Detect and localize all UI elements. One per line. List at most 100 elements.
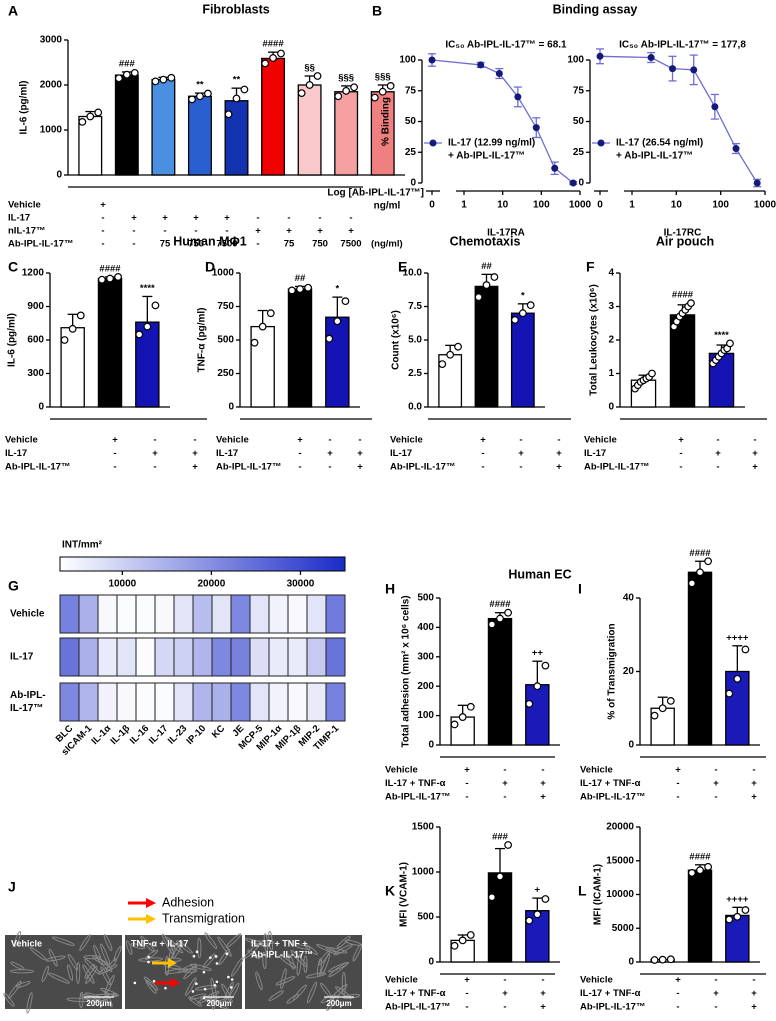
condition-mark: - bbox=[113, 448, 116, 459]
data-point bbox=[458, 936, 467, 945]
data-point bbox=[690, 66, 698, 74]
cell bbox=[251, 940, 275, 945]
heatmap-cell bbox=[325, 682, 346, 722]
legend-marker bbox=[597, 139, 605, 147]
data-point bbox=[159, 75, 168, 84]
condition-mark: - bbox=[225, 226, 228, 237]
condition-label: Vehicle bbox=[385, 975, 418, 986]
significance-label: §§ bbox=[304, 63, 315, 74]
cell bbox=[218, 948, 230, 965]
cell bbox=[296, 953, 302, 976]
legend-label: IL-17 (12.99 ng/ml) bbox=[448, 138, 535, 149]
data-point bbox=[304, 283, 313, 292]
data-point bbox=[466, 931, 475, 939]
y-tick-label: 0 bbox=[228, 402, 234, 413]
cell bbox=[144, 949, 159, 960]
y-tick-label: 500 bbox=[217, 335, 234, 346]
cell bbox=[288, 954, 295, 970]
condition-mark: - bbox=[714, 1002, 717, 1013]
y-tick-label: 2 bbox=[608, 335, 614, 346]
condition-mark: + bbox=[192, 448, 198, 459]
adherent-cell bbox=[164, 986, 167, 990]
condition-mark: - bbox=[465, 778, 468, 789]
cell bbox=[83, 955, 101, 960]
adherent-cell bbox=[192, 954, 196, 958]
condition-mark: - bbox=[318, 213, 321, 224]
data-point bbox=[504, 608, 513, 617]
significance-label: ### bbox=[492, 832, 509, 843]
heatmap-cell bbox=[116, 682, 137, 722]
heatmap-cell bbox=[249, 594, 270, 634]
heatmap-cell bbox=[211, 637, 232, 677]
data-point bbox=[269, 54, 277, 62]
y-tick-label: 400 bbox=[417, 622, 434, 633]
data-point bbox=[514, 93, 522, 101]
data-point bbox=[297, 89, 306, 97]
cell bbox=[66, 997, 91, 1003]
condition-mark: - bbox=[716, 462, 719, 473]
condition-label: Vehicle bbox=[8, 200, 41, 211]
condition-mark: - bbox=[679, 462, 682, 473]
colorbar-label: INT/mm² bbox=[62, 540, 103, 551]
y-axis-label: Count (x10⁶) bbox=[391, 310, 402, 370]
heatmap-cell bbox=[230, 682, 251, 722]
y-tick-label: 900 bbox=[27, 301, 44, 312]
condition-mark: + bbox=[502, 988, 508, 999]
condition-mark: - bbox=[752, 765, 755, 776]
condition-mark: + bbox=[317, 226, 323, 237]
heatmap-cell bbox=[135, 637, 156, 677]
heatmap-cell bbox=[306, 594, 327, 634]
bar bbox=[97, 277, 123, 408]
cell bbox=[304, 944, 318, 955]
adherent-cell bbox=[215, 962, 219, 965]
significance-label: #### bbox=[489, 599, 511, 610]
data-point bbox=[325, 334, 334, 343]
x-tick-label: 10 bbox=[497, 200, 509, 211]
heatmap-cell bbox=[249, 637, 270, 677]
cell bbox=[67, 953, 79, 971]
heatmap-cell bbox=[192, 594, 213, 634]
cell bbox=[293, 984, 307, 1001]
y-tick-label: 3000 bbox=[40, 35, 63, 46]
data-point bbox=[496, 614, 504, 623]
condition-mark: - bbox=[557, 435, 560, 446]
heatmap-cell bbox=[59, 594, 80, 634]
data-point bbox=[130, 68, 139, 77]
data-point bbox=[650, 711, 659, 720]
condition-mark: - bbox=[503, 1002, 506, 1013]
condition-mark: + bbox=[192, 462, 198, 473]
y-tick-label: 0 bbox=[628, 740, 634, 751]
data-point bbox=[250, 338, 259, 347]
y-tick-label: 100 bbox=[567, 55, 584, 66]
data-point bbox=[482, 281, 491, 289]
cell bbox=[221, 983, 233, 1003]
scale-bar-label: 200μm bbox=[326, 999, 351, 1008]
data-point bbox=[305, 81, 314, 89]
condition-mark: - bbox=[256, 239, 259, 250]
row-label: Ab-IPL- bbox=[10, 690, 46, 701]
condition-mark: - bbox=[358, 435, 361, 446]
x-tick-label: 0 bbox=[429, 200, 435, 211]
condition-mark: - bbox=[465, 792, 468, 803]
y-tick-label: 3 bbox=[608, 301, 614, 312]
adherent-cell bbox=[147, 955, 151, 959]
condition-mark: - bbox=[132, 226, 135, 237]
data-point bbox=[487, 620, 496, 629]
cell bbox=[143, 976, 159, 991]
condition-mark: + bbox=[752, 462, 758, 473]
y-axis-label: % Binding bbox=[381, 97, 392, 146]
data-point bbox=[658, 704, 667, 713]
condition-mark: + bbox=[297, 435, 303, 446]
y-tick-label: 0 bbox=[608, 402, 614, 413]
cell bbox=[295, 944, 311, 950]
condition-mark: - bbox=[541, 765, 544, 776]
data-point bbox=[733, 912, 742, 921]
adherent-cell bbox=[230, 978, 234, 981]
y-tick-label: 5000 bbox=[612, 923, 635, 934]
heatmap-cell bbox=[154, 682, 175, 722]
cell bbox=[206, 997, 228, 1010]
y-tick-label: 1200 bbox=[22, 268, 45, 279]
adherent-cell bbox=[230, 986, 233, 989]
condition-mark: - bbox=[541, 975, 544, 986]
